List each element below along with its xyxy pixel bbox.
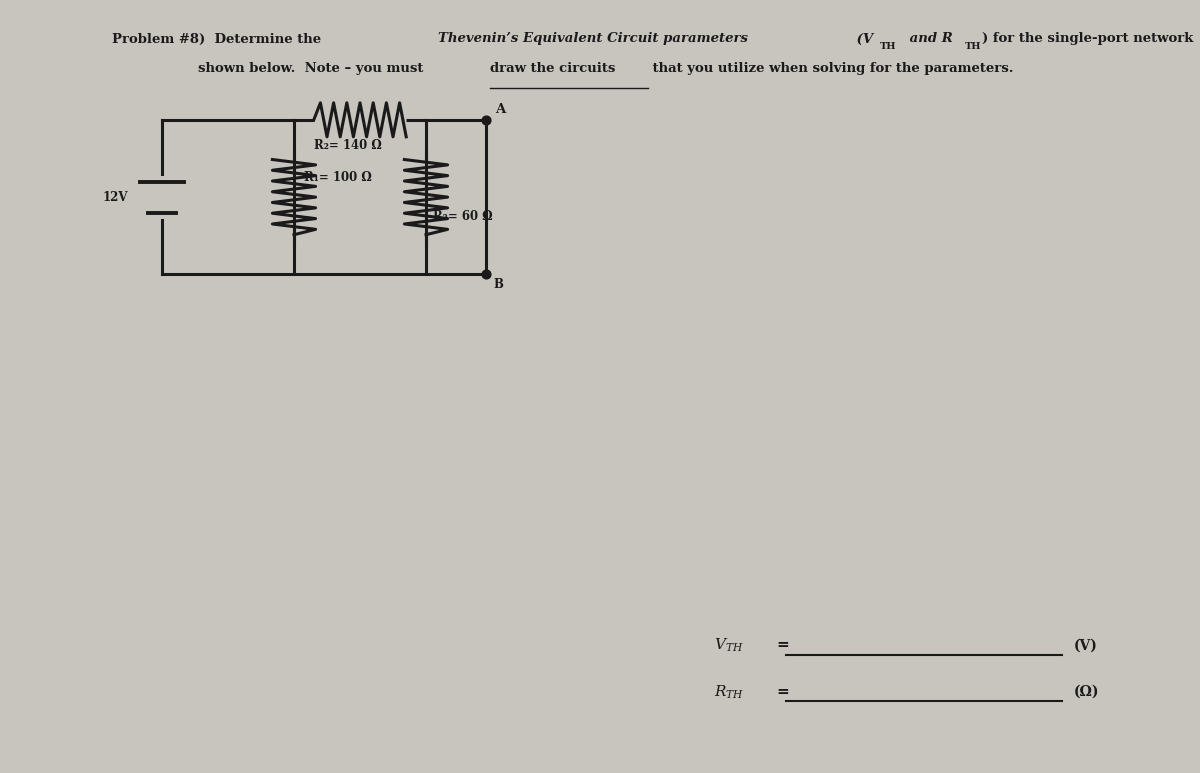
Point [476,268,496,281]
Text: TH: TH [880,42,896,51]
Point [476,114,496,126]
Text: draw the circuits: draw the circuits [490,62,614,75]
Text: B: B [493,278,503,291]
Text: Thevenin’s Equivalent Circuit parameters: Thevenin’s Equivalent Circuit parameters [438,32,748,46]
Text: A: A [496,103,506,116]
Text: and R: and R [905,32,953,46]
Text: =: = [776,638,790,652]
Text: $R_{TH}$: $R_{TH}$ [714,683,744,700]
Text: Problem #8)  Determine the: Problem #8) Determine the [112,32,325,46]
Text: ) for the single-port network: ) for the single-port network [982,32,1193,46]
Text: R₃= 60 Ω: R₃= 60 Ω [433,210,493,223]
Text: (Ω): (Ω) [1074,685,1099,699]
Text: R₁= 100 Ω: R₁= 100 Ω [304,172,371,184]
Text: that you utilize when solving for the parameters.: that you utilize when solving for the pa… [648,62,1014,75]
Text: (V): (V) [1074,638,1098,652]
Text: (V: (V [852,32,874,46]
Text: $V_{TH}$: $V_{TH}$ [714,637,744,654]
Text: 12V: 12V [103,191,128,203]
Text: shown below.  Note – you must: shown below. Note – you must [198,62,428,75]
Text: =: = [776,685,790,699]
Text: TH: TH [965,42,982,51]
Text: R₂= 140 Ω: R₂= 140 Ω [314,139,382,152]
